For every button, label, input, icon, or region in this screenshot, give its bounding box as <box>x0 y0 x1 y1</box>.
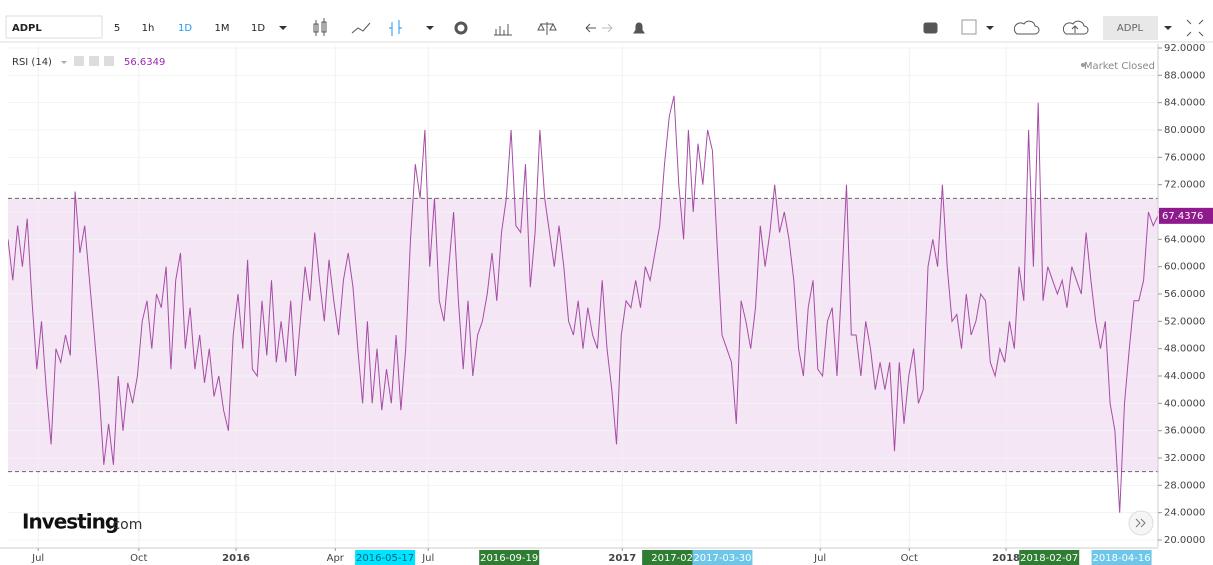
x-tick-label: Jul <box>31 553 44 564</box>
status-dot <box>1081 63 1085 67</box>
date-flag <box>692 550 753 565</box>
toolbar: ADPL ADPL 5 1h 1D 1M 1D <box>0 0 1213 43</box>
dropdown[interactable] <box>426 26 434 30</box>
date-flag-label: 2016-09-19 <box>480 553 538 564</box>
undo-icon[interactable] <box>585 23 596 33</box>
interval[interactable]: 5 <box>114 23 120 34</box>
y-tick-label: 84.0000 <box>1164 98 1205 109</box>
interval[interactable]: 1M <box>215 23 230 34</box>
date-flag-label: 2017-03-30 <box>693 553 751 564</box>
x-tick-label: Apr <box>327 553 345 564</box>
x-tick-label: 2017 <box>608 553 636 564</box>
y-tick-label: 32.0000 <box>1164 453 1205 464</box>
interval[interactable]: 1D <box>178 23 192 34</box>
y-tick-label: 92.0000 <box>1164 43 1205 54</box>
indicator-value: 56.6349 <box>124 57 165 68</box>
dropdown[interactable] <box>986 26 994 30</box>
y-tick-label: 28.0000 <box>1164 480 1205 491</box>
dropdown[interactable] <box>279 26 287 30</box>
settings-icon[interactable] <box>454 21 468 35</box>
plot <box>8 46 1158 547</box>
color-box[interactable] <box>961 19 977 35</box>
indicator-close[interactable] <box>104 56 114 66</box>
y-tick-label: 72.0000 <box>1164 180 1205 191</box>
overlay: RSI (14) 56.6349 Market Closed Investing… <box>12 56 1155 536</box>
toolbar-icons <box>313 18 1204 37</box>
y-tick-label: 56.0000 <box>1164 289 1205 300</box>
y-tick-label: 76.0000 <box>1164 152 1205 163</box>
date-flag <box>1091 550 1152 565</box>
candle-icon[interactable] <box>313 18 327 36</box>
last-value-label: 67.4376 <box>1162 211 1203 222</box>
dropdown[interactable] <box>1164 26 1172 30</box>
toolbar-bg <box>0 0 1213 42</box>
date-flag-label: 2017-02 <box>651 553 693 564</box>
date-flag-label: 2018-02-07 <box>1020 553 1078 564</box>
redo-icon[interactable] <box>602 23 613 33</box>
rsi-line <box>8 95 1158 513</box>
date-flag <box>355 550 416 565</box>
y-tick-label: 40.0000 <box>1164 398 1205 409</box>
compare-box[interactable] <box>1103 16 1158 40</box>
bars-icon[interactable] <box>389 20 402 36</box>
y-tick-label: 20.0000 <box>1164 535 1205 546</box>
y-tick-label: 24.0000 <box>1164 508 1205 519</box>
compare-icon[interactable] <box>537 22 557 35</box>
scroll-icon[interactable] <box>1135 518 1146 528</box>
camera-icon[interactable] <box>923 22 938 34</box>
x-tick-label: Oct <box>901 553 918 564</box>
date-flag <box>1019 550 1080 565</box>
indicator-name: RSI (14) <box>12 57 52 68</box>
date-flag <box>642 550 703 565</box>
y-tick-label: 48.0000 <box>1164 344 1205 355</box>
x-tick-label: Jul <box>813 553 826 564</box>
market-status: Market Closed <box>1084 61 1155 72</box>
plot-area <box>8 46 1158 547</box>
date-flag <box>479 550 540 565</box>
y-tick-label: 36.0000 <box>1164 426 1205 437</box>
axes: 20.0000 24.0000 28.0000 32.0000 36.0000 40.00… <box>0 43 1213 565</box>
compare-symbol[interactable]: ADPL <box>1117 23 1144 34</box>
y-tick-label: 80.0000 <box>1164 125 1205 136</box>
indicator-btn[interactable] <box>74 56 84 66</box>
symbol-box[interactable] <box>5 15 103 39</box>
y-tick-label: 88.0000 <box>1164 70 1205 81</box>
cloud-load[interactable] <box>1013 20 1040 35</box>
cloud-save[interactable] <box>1062 20 1089 35</box>
logo-suffix: .com <box>108 517 142 533</box>
fullscreen-icon[interactable] <box>1186 19 1204 37</box>
indicator-dropdown[interactable] <box>61 61 67 64</box>
y-tick-label: 52.0000 <box>1164 316 1205 327</box>
date-flag-label: 2016-05-17 <box>356 553 414 564</box>
scroll-button[interactable] <box>1128 510 1154 536</box>
x-tick-label: Oct <box>130 553 147 564</box>
logo-brand: Investing <box>22 510 118 534</box>
y-tick-label: 44.0000 <box>1164 371 1205 382</box>
indicator-btn[interactable] <box>89 56 99 66</box>
line-icon[interactable] <box>351 22 371 34</box>
x-tick-label: Jul <box>421 553 434 564</box>
alert-icon[interactable] <box>633 22 645 34</box>
y-tick-label: 60.0000 <box>1164 262 1205 273</box>
last-value-badge <box>1159 207 1213 224</box>
x-tick-label: 2016 <box>222 553 250 564</box>
interval[interactable]: 1h <box>142 23 155 34</box>
y-tick-label: 64.0000 <box>1164 234 1205 245</box>
date-flag-label: 2018-04-16 <box>1093 553 1151 564</box>
x-tick-label: 2018 <box>992 553 1020 564</box>
indicators-icon[interactable] <box>494 24 512 36</box>
symbol[interactable]: ADPL <box>12 23 42 34</box>
interval[interactable]: 1D <box>251 23 265 34</box>
